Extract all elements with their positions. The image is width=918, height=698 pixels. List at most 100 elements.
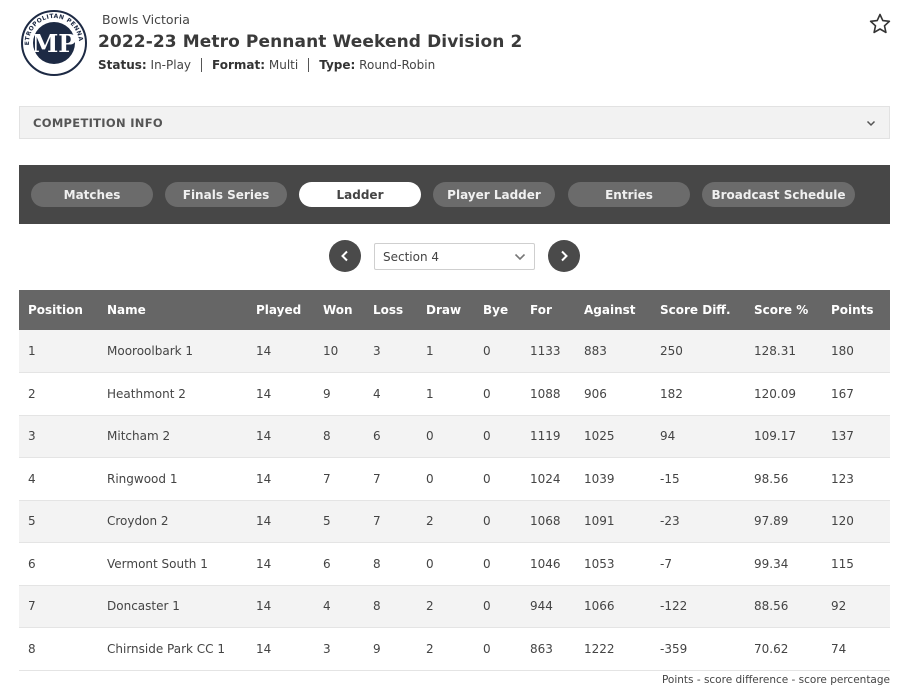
tab-player-ladder[interactable]: Player Ladder: [433, 182, 555, 207]
cell-for: 1068: [530, 514, 561, 529]
cell-score-diff: -359: [660, 641, 688, 656]
cell-loss: 6: [373, 429, 381, 444]
cell-points: 137: [831, 429, 854, 444]
table-row[interactable]: 8 Chirnside Park CC 1 14 3 9 2 0 863 1222 -359 70.…: [19, 627, 890, 670]
competition-info-accordion[interactable]: COMPETITION INFO: [19, 106, 890, 139]
organisation-name: Bowls Victoria: [102, 12, 190, 27]
cell-score-percent: 99.34: [754, 556, 789, 571]
favourite-star-icon[interactable]: [868, 12, 892, 36]
column-header-against[interactable]: Against: [584, 303, 636, 317]
cell-team-name[interactable]: Ringwood 1: [107, 471, 178, 486]
cell-position: 4: [28, 471, 36, 486]
cell-loss: 8: [373, 556, 381, 571]
tab-broadcast-schedule[interactable]: Broadcast Schedule: [702, 182, 855, 207]
cell-position: 8: [28, 641, 36, 656]
column-header-bye[interactable]: Bye: [483, 303, 509, 317]
type-value: Round-Robin: [359, 58, 436, 72]
cell-score-diff: -122: [660, 599, 688, 614]
cell-against: 1025: [584, 429, 615, 444]
cell-score-percent: 70.62: [754, 641, 789, 656]
table-row[interactable]: 6 Vermont South 1 14 6 8 0 0 1046 1053 -7 99.34 115: [19, 542, 890, 585]
cell-draw: 2: [426, 641, 434, 656]
page-title: 2022-23 Metro Pennant Weekend Division 2: [98, 32, 523, 52]
cell-won: 3: [323, 641, 331, 656]
cell-for: 1088: [530, 386, 561, 401]
cell-played: 14: [256, 514, 272, 529]
cell-played: 14: [256, 471, 272, 486]
cell-loss: 3: [373, 344, 381, 358]
tab-ladder[interactable]: Ladder: [299, 182, 421, 207]
cell-loss: 4: [373, 386, 381, 401]
table-row[interactable]: 5 Croydon 2 14 5 7 2 0 1068 1091 -23 97.89 120: [19, 500, 890, 543]
column-header-won[interactable]: Won: [323, 303, 353, 317]
column-header-for[interactable]: For: [530, 303, 552, 317]
cell-team-name[interactable]: Mooroolbark 1: [107, 344, 194, 358]
cell-for: 1119: [530, 429, 561, 444]
column-header-position[interactable]: Position: [28, 303, 83, 317]
status-label: Status:: [98, 58, 147, 72]
cell-team-name[interactable]: Heathmont 2: [107, 386, 186, 401]
ladder-table: Position Name Played Won Loss Draw Bye F…: [19, 290, 890, 671]
cell-team-name[interactable]: Mitcham 2: [107, 429, 171, 444]
ladder-header-row: Position Name Played Won Loss Draw Bye F…: [19, 290, 890, 330]
section-select[interactable]: Section 4: [374, 243, 535, 270]
cell-bye: 0: [483, 641, 491, 656]
column-header-loss[interactable]: Loss: [373, 303, 404, 317]
column-header-score-percent[interactable]: Score %: [754, 303, 809, 317]
tab-finals-series[interactable]: Finals Series: [165, 182, 287, 207]
table-row[interactable]: 4 Ringwood 1 14 7 7 0 0 1024 1039 -15 98.56 123: [19, 457, 890, 500]
cell-score-diff: -15: [660, 471, 680, 486]
cell-against: 1066: [584, 599, 615, 614]
cell-against: 1222: [584, 641, 615, 656]
cell-for: 944: [530, 599, 553, 614]
format-label: Format:: [212, 58, 266, 72]
cell-bye: 0: [483, 429, 491, 444]
status-value: In-Play: [150, 58, 192, 72]
cell-bye: 0: [483, 471, 491, 486]
cell-won: 9: [323, 386, 331, 401]
tab-entries[interactable]: Entries: [568, 182, 690, 207]
cell-played: 14: [256, 641, 272, 656]
next-section-button[interactable]: [548, 240, 580, 272]
chevron-down-icon: [866, 120, 876, 126]
logo-initials: MP: [32, 29, 77, 58]
column-header-draw[interactable]: Draw: [426, 303, 462, 317]
cell-for: 1133: [530, 344, 561, 358]
cell-position: 5: [28, 514, 36, 529]
cell-won: 8: [323, 429, 331, 444]
competition-info-label: COMPETITION INFO: [33, 115, 163, 130]
cell-played: 14: [256, 599, 272, 614]
cell-draw: 0: [426, 556, 434, 571]
cell-against: 1053: [584, 556, 615, 571]
cell-draw: 1: [426, 344, 434, 358]
cell-played: 14: [256, 556, 272, 571]
column-header-points[interactable]: Points: [831, 303, 874, 317]
cell-points: 92: [831, 599, 847, 614]
competition-tab-bar: Matches Finals Series Ladder Player Ladd…: [19, 165, 890, 224]
cell-loss: 8: [373, 599, 381, 614]
cell-draw: 0: [426, 471, 434, 486]
column-header-name[interactable]: Name: [107, 303, 146, 317]
meta-divider: [201, 58, 203, 72]
cell-played: 14: [256, 429, 272, 444]
cell-team-name[interactable]: Doncaster 1: [107, 599, 180, 614]
cell-team-name[interactable]: Vermont South 1: [107, 556, 208, 571]
table-row[interactable]: 2 Heathmont 2 14 9 4 1 0 1088 906 182 120.09 167: [19, 372, 890, 415]
table-row[interactable]: 3 Mitcham 2 14 8 6 0 0 1119 1025 94 109.17 137: [19, 415, 890, 458]
cell-score-diff: 94: [660, 429, 676, 444]
table-row[interactable]: 7 Doncaster 1 14 4 8 2 0 944 1066 -122 88.56 92: [19, 585, 890, 628]
cell-bye: 0: [483, 514, 491, 529]
tab-matches[interactable]: Matches: [31, 182, 153, 207]
cell-draw: 0: [426, 429, 434, 444]
previous-section-button[interactable]: [329, 240, 361, 272]
cell-points: 74: [831, 641, 847, 656]
cell-points: 180: [831, 344, 854, 358]
column-header-score-diff[interactable]: Score Diff.: [660, 303, 731, 317]
cell-team-name[interactable]: Croydon 2: [107, 514, 169, 529]
column-header-played[interactable]: Played: [256, 303, 302, 317]
cell-against: 883: [584, 344, 607, 358]
cell-team-name[interactable]: Chirnside Park CC 1: [107, 641, 226, 656]
chevron-right-icon: [561, 250, 568, 262]
table-row[interactable]: 1 Mooroolbark 1 14 10 3 1 0 1133 883 250 128.31 180: [19, 330, 890, 373]
cell-won: 10: [323, 344, 339, 358]
